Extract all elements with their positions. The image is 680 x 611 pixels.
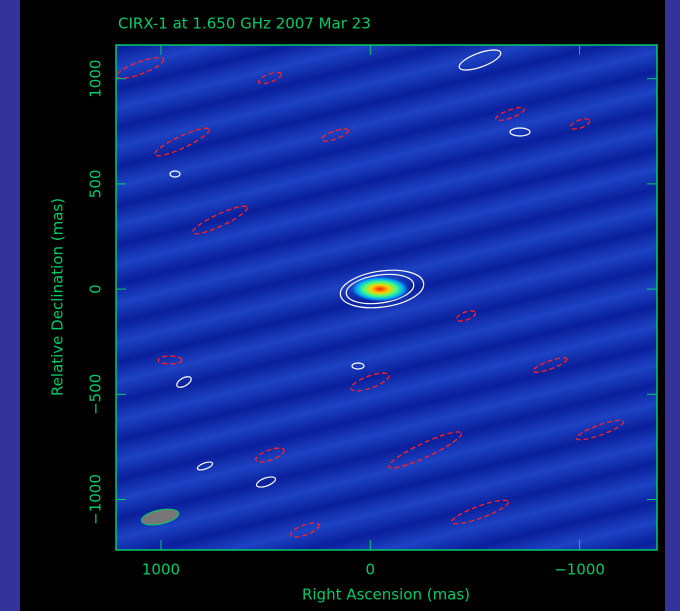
y-tick-label: −1000 <box>87 474 105 525</box>
x-axis-label: Right Ascension (mas) <box>302 586 470 604</box>
y-tick-label: −500 <box>87 374 105 415</box>
source <box>350 276 410 302</box>
chart-title: CIRX-1 at 1.650 GHz 2007 Mar 23 <box>118 15 371 33</box>
y-tick-label: 0 <box>87 284 105 294</box>
x-tick-label: 1000 <box>142 561 180 579</box>
chart: CIRX-1 at 1.650 GHz 2007 Mar 23 Right As… <box>0 0 680 611</box>
page: CIRX-1 at 1.650 GHz 2007 Mar 23 Right As… <box>0 0 680 611</box>
x-tick-label: −1000 <box>554 561 605 579</box>
y-axis-label: Relative Declination (mas) <box>49 198 67 396</box>
y-tick-label: 1000 <box>87 60 105 98</box>
y-tick-label: 500 <box>87 170 105 199</box>
x-tick-label: 0 <box>366 561 376 579</box>
